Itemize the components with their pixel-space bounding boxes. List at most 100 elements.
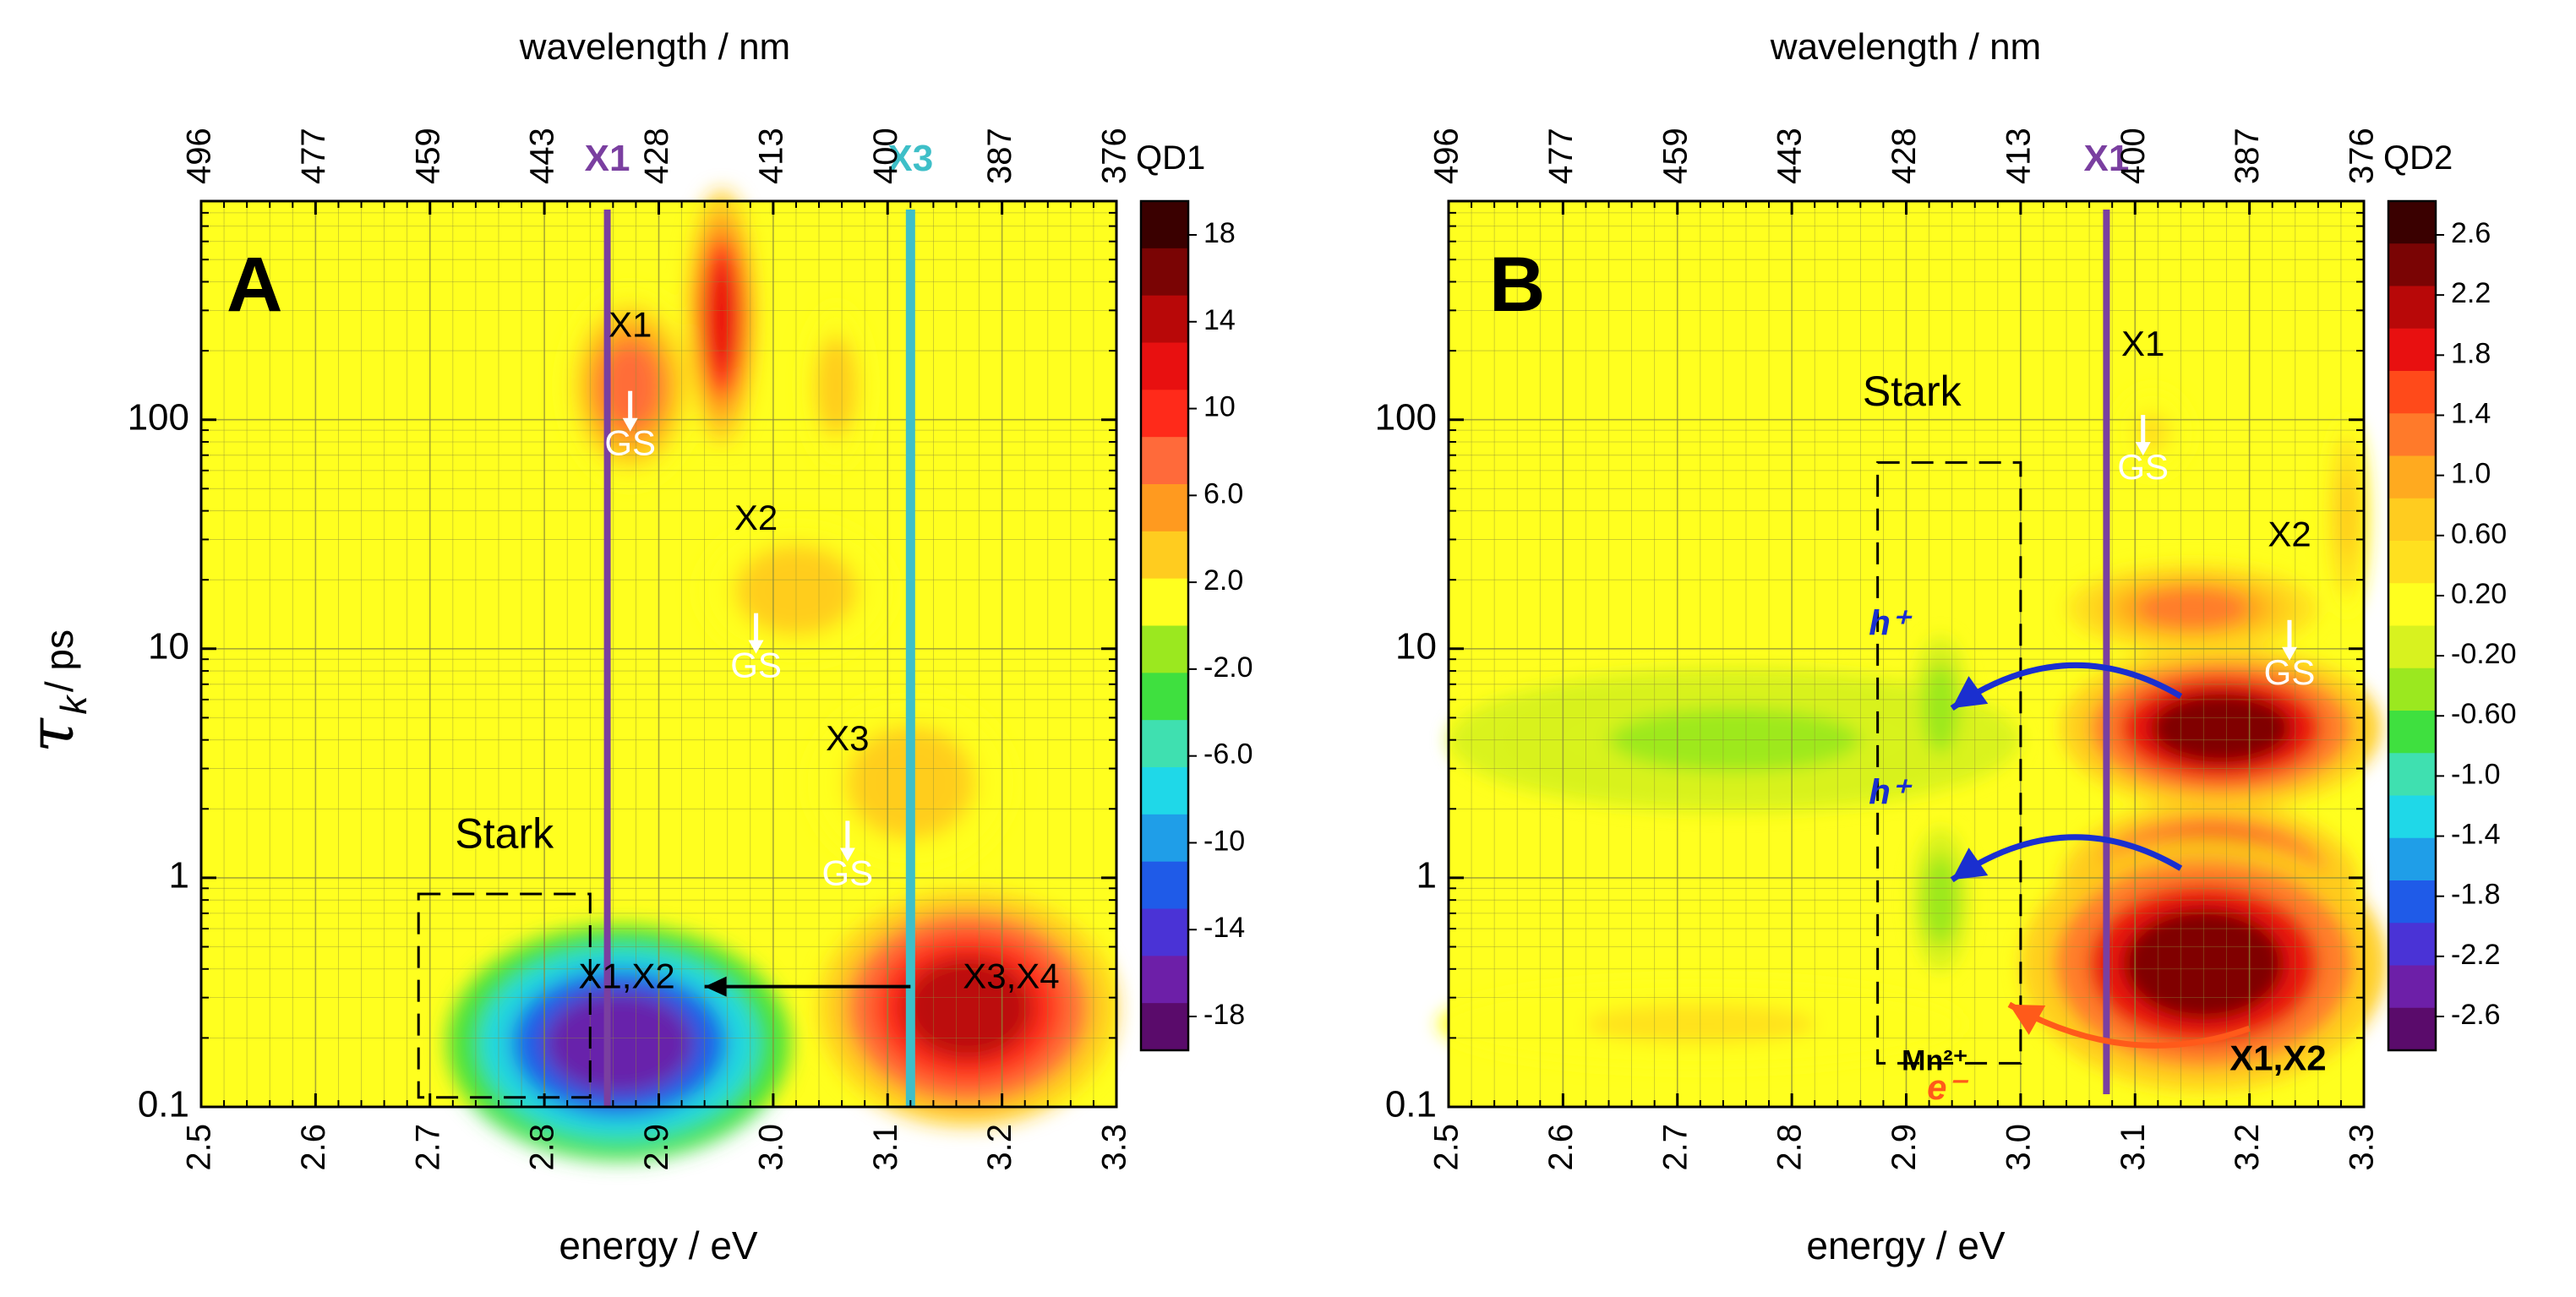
panel-a-colorbar-segment: [1141, 861, 1188, 910]
panel-a-colorbar-segment: [1141, 248, 1188, 297]
y-axis-title-subscript: k: [53, 695, 95, 715]
panel-a-marker-label-x1: X1: [585, 138, 630, 179]
panel-b-arrow-head-1: [1951, 847, 1989, 880]
panel-a-colorbar-tick-label-7: -10: [1203, 825, 1245, 857]
panel-b-colorbar-tick-label-1: 2.2: [2451, 277, 2491, 309]
panel-b-xtick-label-7: 3.2: [2229, 1124, 2266, 1171]
panel-b-colorbar-segment: [2388, 625, 2436, 669]
panel-a-colorbar-segment: [1141, 201, 1188, 249]
panel-b-xtick-label-3: 2.8: [1771, 1124, 1809, 1171]
panel-b-colorbar-tick-label-10: -1.4: [2451, 819, 2501, 851]
panel-b-toptick-label-7: 387: [2229, 128, 2266, 184]
panel-a-colorbar-frame: [1139, 199, 1190, 1052]
panel-a-colorbar-tick-label-8: -14: [1203, 912, 1245, 944]
panel-b-arrow-head-2: [2009, 1004, 2046, 1035]
y-axis-title-unit: / ps: [37, 629, 81, 692]
panel-b-stark-box: [1876, 460, 2022, 1065]
panel-b-annotation-8: e⁻: [1927, 1067, 1968, 1107]
panel-a-gs-arrow-head-3: [748, 640, 764, 654]
panel-b-colorbar-tick-label-13: -2.6: [2451, 999, 2501, 1031]
panel-a-colorbar-segment: [1141, 908, 1188, 956]
panel-b-feature-3-level-3: [2137, 588, 2248, 629]
panel-a-xtick-label-5: 3.0: [752, 1124, 789, 1171]
panel-b-toptick-label-0: 496: [1428, 128, 1465, 184]
y-axis-title: τ k / ps: [15, 629, 95, 753]
panel-a-colorbar-segment: [1141, 1003, 1188, 1051]
panel-b-arrow-2: [2007, 1001, 2251, 1049]
panel-b-colorbar-segment: [2388, 328, 2436, 372]
panel-a-gs-arrow-head-5: [839, 847, 855, 862]
panel-b-toptick-label-1: 477: [1542, 128, 1580, 184]
panel-a-colorbar: QD1 18 14 10 6.0 2.0 -2.0 -6.0 -10 -14 -18: [1136, 139, 1253, 1052]
panel-b-colorbar-segment: [2388, 711, 2436, 754]
panel-a-toptick-label-2: 459: [409, 128, 446, 184]
panel-b-colorbar-segment: [2388, 455, 2436, 499]
panel-b-annotation-0: X1: [2121, 324, 2164, 363]
panel-a-xtick-label-8: 3.3: [1096, 1124, 1133, 1171]
panel-b-colorbar-segment: [2388, 668, 2436, 711]
panel-a-colorbar-tick-label-0: 18: [1203, 217, 1236, 249]
panel-b-colorbar-segment: [2388, 1007, 2436, 1051]
panel-b-colorbar-tick-label-6: 0.20: [2451, 578, 2507, 610]
panel-b-ytick-label-2: 10: [1395, 625, 1437, 667]
panel-a-ytick-label-3: 100: [128, 396, 189, 438]
panel-b-feature-8-level-3: [1928, 676, 1953, 740]
panel-a-axes: 2.5 2.6 2.7 2.8 2.9 3.0 3.1 3.2 3.3 496 477 459 443 4…: [128, 128, 1133, 1170]
panel-b-annotation-9: X1,X2: [2229, 1038, 2326, 1077]
panel-a: wavelength / nm X1 X3X1GSX2GSX3GSStarkX1,…: [128, 26, 1253, 1267]
panel-a-feature-2-level-3: [821, 350, 852, 422]
svg-text:τ k / ps: τ k / ps: [15, 629, 95, 753]
panel-b-annotation-4: Stark: [1863, 368, 1962, 415]
panel-b-colorbar-tick-label-7: -0.20: [2451, 638, 2517, 670]
panel-b-colorbar-tick-label-11: -1.8: [2451, 879, 2501, 911]
panel-b-xtick-label-8: 3.3: [2344, 1124, 2381, 1171]
panel-b-colorbar-segment: [2388, 795, 2436, 839]
panel-b-annotation-2: X2: [2268, 515, 2311, 554]
panel-a-colorbar-segment: [1141, 625, 1188, 673]
panel-b-arrow-head-0: [1951, 676, 1989, 709]
panel-b-xtick-label-6: 3.1: [2115, 1124, 2152, 1171]
panel-a-colorbar-segment: [1141, 484, 1188, 532]
panel-a-ytick-label-1: 1: [169, 855, 189, 896]
panel-b-toptick-label-3: 443: [1771, 128, 1809, 184]
panel-a-colorbar-segment: [1141, 673, 1188, 721]
panel-b-xtick-label-1: 2.6: [1542, 1124, 1580, 1171]
panel-a-stark-box: [417, 892, 592, 1099]
panel-a-xtick-label-2: 2.7: [409, 1124, 446, 1171]
panel-b-arrow-1: [1950, 834, 2183, 883]
panel-a-colorbar-tick-label-6: -6.0: [1203, 738, 1253, 771]
panel-a-label: A: [226, 242, 282, 328]
panel-a-colorbar-segment: [1141, 342, 1188, 390]
panel-a-colorbar-segment: [1141, 437, 1188, 485]
panel-b-colorbar-tick-label-3: 1.4: [2451, 397, 2491, 429]
panel-b-ytick-label-0: 0.1: [1385, 1084, 1437, 1125]
panel-a-annotation-6: Stark: [455, 810, 554, 858]
panel-a-arrow-head-0: [704, 976, 727, 997]
panel-a-colorbar-tick-label-3: 6.0: [1203, 477, 1243, 510]
panel-a-colorbar-segment: [1141, 531, 1188, 580]
panel-b-toptick-label-4: 428: [1886, 128, 1923, 184]
y-axis-title-symbol: τ: [15, 717, 88, 753]
panel-a-annotation-7: X1,X2: [578, 956, 674, 995]
panel-b-x-axis-title: energy / eV: [1806, 1223, 2006, 1267]
panel-a-xtick-label-7: 3.2: [981, 1124, 1018, 1171]
panel-b-colorbar-tick-label-2: 1.8: [2451, 337, 2491, 369]
panel-a-colorbar-segment: [1141, 814, 1188, 863]
panel-b-feature-0-level-3: [2150, 692, 2291, 765]
panel-b-feature-4-level-3: [2336, 472, 2357, 560]
panel-b-xtick-label-0: 2.5: [1428, 1124, 1465, 1171]
panel-b-xtick-label-2: 2.7: [1656, 1124, 1694, 1171]
panel-a-colorbar-tick-label-1: 14: [1203, 304, 1236, 336]
panel-a-xtick-label-6: 3.1: [867, 1124, 904, 1171]
panel-b-colorbar-segment: [2388, 413, 2436, 457]
panel-a-x-axis-title: energy / eV: [559, 1223, 758, 1267]
panel-a-colorbar-tick-label-5: -2.0: [1203, 651, 1253, 684]
panel-b-colorbar-tick-label-5: 0.60: [2451, 518, 2507, 550]
panel-a-toptick-label-3: 443: [524, 128, 561, 184]
panel-b-colorbar-segment: [2388, 965, 2436, 1009]
panel-b-colorbar-segment: [2388, 880, 2436, 924]
panel-a-toptick-label-0: 496: [181, 128, 218, 184]
panel-a-colorbar-segment: [1141, 578, 1188, 627]
panel-a-toptick-label-8: 376: [1096, 128, 1133, 184]
